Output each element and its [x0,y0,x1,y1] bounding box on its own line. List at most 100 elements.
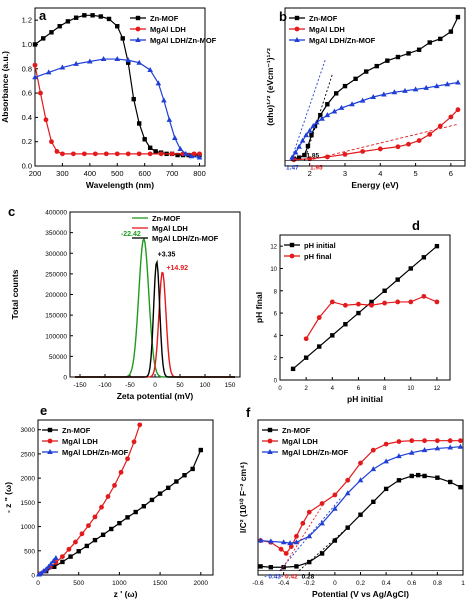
y-tick-label: 1.0 [22,40,32,49]
data-point [59,64,66,70]
data-point [330,333,335,338]
x-tick-label: 1000 [112,580,127,587]
data-point [92,151,98,157]
data-point [65,19,71,24]
tangent-line [298,527,348,572]
data-point [191,151,197,157]
data-point [126,60,131,65]
x-tick-label: 0 [36,580,40,587]
data-point [32,62,38,68]
data-point [363,69,369,74]
data-point [349,101,355,107]
data-point [125,515,130,520]
legend-label: Zn-MOF [282,426,311,435]
data-point [412,86,419,92]
x-axis-label: Wavelength (nm) [86,180,154,190]
data-point [106,16,112,22]
series-line [75,259,235,378]
data-point [325,102,330,107]
x-tick-label: 200 [29,169,42,178]
panel-letter: d [412,218,420,233]
x-axis-label: z ' (ω) [114,589,138,599]
y-tick-label: 0 [31,573,35,580]
legend-marker [294,37,300,42]
data-point [396,453,402,459]
y-tick-label: 6 [274,312,278,318]
data-point [357,477,364,483]
data-point [345,477,351,483]
data-point [383,486,389,492]
legend-label: pH final [304,252,332,261]
data-point [166,485,171,491]
x-tick-label: 0 [333,580,337,587]
data-point [280,539,287,545]
legend-marker [267,438,273,444]
x-tick-label: -0.4 [278,580,290,587]
panel-letter: a [39,8,47,23]
data-point [455,14,461,20]
legend-label: Zn-MOF [152,214,181,223]
data-point [197,151,202,157]
data-point [435,475,440,480]
data-point [342,302,348,308]
data-point [444,81,451,87]
panel-letter: b [279,9,287,24]
x-tick-label: 300 [56,169,69,178]
data-point [54,149,60,154]
legend-label: Zn-MOF [150,14,179,23]
series-line [75,237,235,378]
data-point [79,531,85,537]
x-tick-label: 12 [434,386,441,392]
data-point [383,441,389,447]
data-point [137,422,143,428]
data-point [198,447,203,453]
data-point [306,127,313,133]
data-point [169,151,175,157]
annotation: 1.95 [310,165,323,172]
x-tick-label: 1 [461,580,465,587]
series-line [34,65,200,155]
y-tick-label: 0.0 [22,162,32,171]
data-point [370,466,377,472]
y-tick-label: 1.2 [22,16,32,25]
data-point [109,526,114,532]
data-point [319,115,325,121]
data-point [283,551,289,556]
data-point [409,473,414,479]
data-point [395,54,401,60]
y-tick-label: 150000 [45,313,67,320]
y-tick-label: 12 [270,245,277,251]
legend-marker [135,26,141,32]
panel-d: 0 2 4 6 8 10 12 0 2 4 6 8 10 12 pH initial pH final d pH … [254,218,451,404]
y-tick-label: 8 [274,289,278,295]
y-tick-label: 2000 [21,476,36,483]
data-point [190,466,195,472]
y-tick-label: 3000 [21,427,36,434]
x-tick-label: 700 [166,169,179,178]
plot-frame [284,7,466,167]
legend-marker [289,253,295,259]
y-tick-label: 0 [274,379,278,385]
y-tick-label: 300000 [45,251,67,258]
annotation: 0.28 [302,574,315,581]
y-tick-label: 500 [24,548,35,555]
data-point [310,123,317,129]
data-point [73,539,78,545]
data-point [458,438,463,444]
data-point [358,512,363,517]
legend-label: MgAl LDH [282,437,318,446]
legend-marker [47,427,53,433]
data-point [356,310,361,316]
x-axis-label: Energy (eV) [351,180,398,190]
x-tick-label: 600 [138,169,151,178]
data-point [319,551,325,556]
legend-label: Zn-MOF [309,14,338,23]
x-tick-label: 800 [193,169,206,178]
data-point [448,114,454,120]
data-point [437,123,443,129]
data-point [87,58,93,64]
annotation: +14.92 [166,265,188,272]
y-tick-label: 0 [63,375,67,382]
data-point [421,255,427,260]
data-point [136,121,142,126]
